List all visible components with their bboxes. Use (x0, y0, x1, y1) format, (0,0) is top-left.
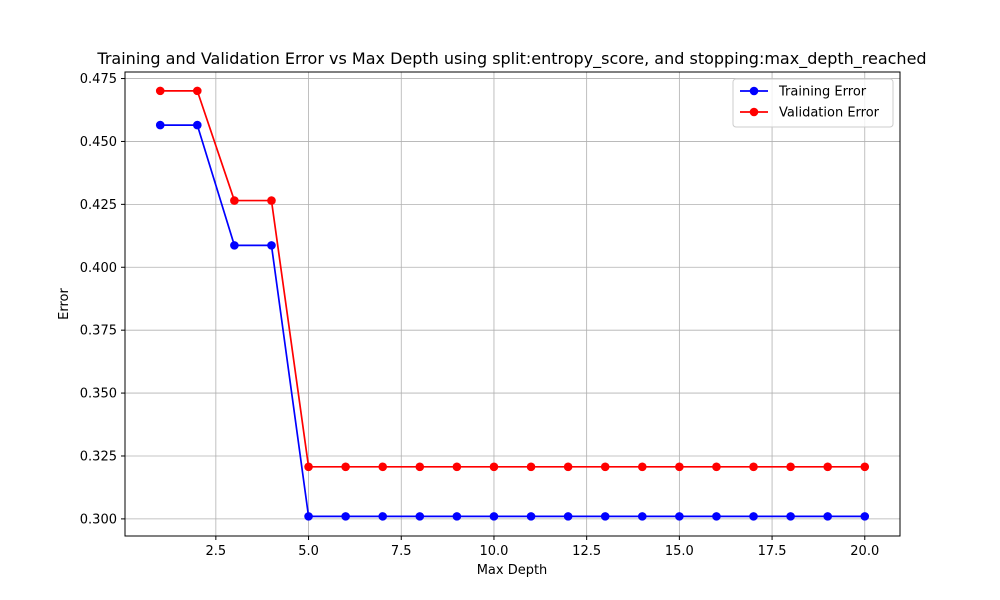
grid-layer (125, 72, 900, 536)
training-error-point (712, 512, 721, 521)
validation-error-point (155, 86, 165, 96)
validation-error-point (230, 196, 239, 205)
training-error-point (637, 512, 647, 521)
validation-error-point (637, 462, 647, 472)
validation-error-series (155, 86, 870, 472)
legend-box (732, 78, 894, 128)
x-tick-label: 17.5 (758, 544, 787, 559)
validation-error-point (563, 462, 573, 472)
x-tick-label: 10.0 (479, 544, 508, 559)
legend-label: Validation Error (779, 106, 880, 121)
validation-error-point (749, 462, 758, 472)
y-tick-label: 0.300 (80, 512, 117, 527)
validation-error-point (415, 462, 425, 472)
y-tick-label: 0.325 (80, 449, 117, 464)
training-error-point (230, 241, 239, 250)
training-error-point (563, 512, 573, 521)
training-error-line (160, 124, 865, 518)
training-error-point (860, 512, 870, 521)
x-tick-label: 5.0 (298, 544, 319, 559)
training-error-point (749, 512, 758, 521)
validation-error-point (193, 86, 202, 96)
y-tick-label: 0.475 (80, 72, 117, 87)
training-error-point (267, 241, 276, 250)
series-layer (155, 86, 870, 521)
legend-label: Training Error (778, 85, 867, 100)
y-tick-label: 0.375 (80, 324, 117, 339)
x-tick-label: 15.0 (665, 544, 694, 559)
validation-error-point (675, 462, 684, 472)
training-error-point (415, 512, 425, 521)
validation-error-point (860, 462, 870, 472)
y-tick-label: 0.425 (80, 198, 117, 213)
y-tick-label: 0.400 (80, 261, 117, 276)
validation-error-line (160, 90, 865, 468)
validation-error-point (304, 462, 313, 472)
validation-error-point (489, 462, 499, 472)
y-axis-label: Error (57, 288, 72, 320)
training-error-point (823, 512, 832, 521)
training-error-point (304, 512, 313, 521)
validation-error-point (786, 462, 795, 472)
validation-error-point (712, 462, 721, 472)
validation-error-point (341, 462, 350, 472)
x-tick-label: 2.5 (206, 544, 227, 559)
legend-entry-training-error: Training Error (740, 85, 867, 100)
training-error-point (155, 120, 165, 130)
training-error-series (155, 120, 870, 521)
y-tick-label: 0.350 (80, 387, 117, 402)
y-tick-label: 0.450 (80, 135, 117, 150)
validation-error-point (452, 462, 462, 472)
x-tick-label: 12.5 (572, 544, 601, 559)
validation-error-point (526, 462, 536, 472)
x-tick-label: 7.5 (391, 544, 412, 559)
legend: Training Error Validation Error (732, 78, 894, 128)
training-error-point (526, 512, 536, 521)
training-error-point (452, 512, 462, 521)
validation-error-point (378, 462, 388, 472)
training-error-point (675, 512, 684, 521)
training-error-point (489, 512, 499, 521)
x-tick-label: 20.0 (850, 544, 879, 559)
chart-title: Training and Validation Error vs Max Dep… (96, 49, 926, 69)
legend-swatch-marker (749, 107, 759, 117)
tick-layer: 2.5 5.0 7.5 10.0 12.5 15.0 17.5 20.0 0.300 0.325 0… (80, 72, 879, 559)
legend-entries: Training Error Validation Error (740, 85, 880, 121)
legend-swatch-marker (749, 86, 759, 96)
plot-area-frame (124, 71, 901, 537)
training-error-point (193, 120, 202, 130)
x-axis-label: Max Depth (477, 563, 548, 578)
training-error-point (378, 512, 388, 521)
validation-error-point (600, 462, 610, 472)
legend-entry-validation-error: Validation Error (740, 106, 880, 121)
training-error-point (341, 512, 350, 521)
training-error-point (786, 512, 795, 521)
training-error-point (600, 512, 610, 521)
validation-error-point (823, 462, 832, 472)
validation-error-point (267, 196, 276, 205)
